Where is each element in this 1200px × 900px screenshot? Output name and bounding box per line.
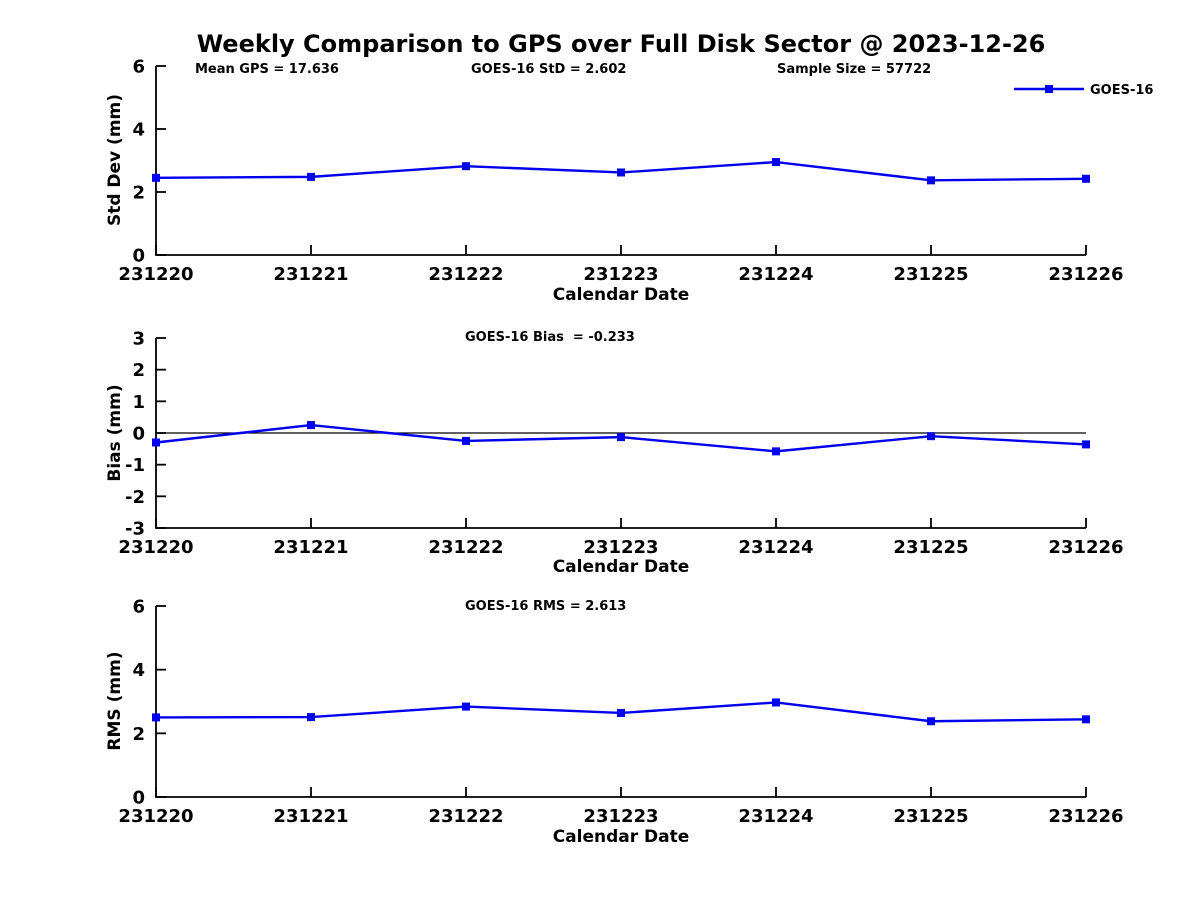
annotation-rms: GOES-16 RMS = 2.613: [465, 599, 627, 614]
x-tick-label: 231223: [583, 264, 658, 285]
x-tick-label: 231222: [428, 537, 503, 558]
x-tick-label: 231221: [273, 264, 348, 285]
series-marker: [927, 176, 935, 185]
legend-marker-sample: [1045, 85, 1053, 93]
series-marker: [772, 158, 780, 167]
x-tick-label: 231226: [1048, 537, 1123, 558]
x-tick-label: 231225: [893, 806, 968, 827]
x-tick-label: 231224: [738, 537, 813, 558]
series-marker: [307, 421, 315, 430]
series-marker: [617, 708, 625, 717]
y-tick-label: 1: [132, 392, 145, 413]
annotation-sample-size: Sample Size = 57722: [777, 62, 932, 77]
x-tick-label: 231220: [118, 806, 193, 827]
figure-title: Weekly Comparison to GPS over Full Disk …: [196, 30, 1046, 58]
x-axis-label-3: Calendar Date: [552, 827, 690, 847]
y-axis-label-bias: Bias (mm): [105, 384, 125, 482]
x-tick-label: 231221: [273, 537, 348, 558]
series-marker: [772, 698, 780, 707]
x-tick-label: 231226: [1048, 806, 1123, 827]
y-tick-label: -1: [125, 455, 145, 476]
series-marker: [927, 717, 935, 726]
x-tick-label: 231221: [273, 806, 348, 827]
series-marker: [462, 436, 470, 445]
y-tick-label: 6: [132, 57, 145, 78]
series-marker: [1082, 440, 1090, 449]
x-tick-label: 231222: [428, 264, 503, 285]
x-axis-label-2: Calendar Date: [552, 557, 690, 577]
axis-frame: [155, 66, 1086, 256]
annotation-std: GOES-16 StD = 2.602: [471, 62, 627, 77]
series-marker: [927, 432, 935, 441]
x-tick-label: 231223: [583, 537, 658, 558]
y-axis-label-rms: RMS (mm): [105, 651, 125, 751]
series-marker: [1082, 174, 1090, 183]
series-marker: [617, 433, 625, 442]
y-tick-label: -3: [125, 519, 145, 540]
y-axis-label-std-dev: Std Dev (mm): [105, 93, 125, 227]
x-tick-label: 231224: [738, 806, 813, 827]
y-tick-label: 0: [132, 246, 145, 267]
x-axis-label-1: Calendar Date: [552, 285, 690, 305]
series-marker: [152, 173, 160, 182]
axis-frame: [155, 606, 1086, 798]
series-marker: [462, 702, 470, 711]
x-tick-label: 231220: [118, 537, 193, 558]
x-tick-label: 231222: [428, 806, 503, 827]
series-marker: [1082, 715, 1090, 724]
series-marker: [772, 447, 780, 456]
x-tick-label: 231225: [893, 264, 968, 285]
annotation-bias: GOES-16 Bias = -0.233: [465, 330, 635, 345]
y-tick-label: 2: [132, 183, 145, 204]
x-tick-label: 231223: [583, 806, 658, 827]
annotation-mean-gps: Mean GPS = 17.636: [195, 62, 339, 77]
y-tick-label: 2: [132, 724, 145, 745]
y-tick-label: 6: [132, 597, 145, 618]
series-marker: [152, 713, 160, 722]
legend-label: GOES-16: [1090, 83, 1154, 98]
y-tick-label: 0: [132, 788, 145, 809]
x-tick-label: 231226: [1048, 264, 1123, 285]
y-tick-label: -2: [125, 487, 145, 508]
y-tick-label: 4: [132, 120, 145, 141]
y-tick-label: 3: [132, 329, 145, 350]
x-tick-label: 231225: [893, 537, 968, 558]
y-tick-label: 0: [132, 424, 145, 445]
y-tick-label: 2: [132, 360, 145, 381]
x-tick-label: 231220: [118, 264, 193, 285]
x-tick-label: 231224: [738, 264, 813, 285]
series-marker: [152, 438, 160, 447]
series-marker: [307, 713, 315, 722]
series-marker: [307, 172, 315, 181]
series-marker: [617, 168, 625, 177]
y-tick-label: 4: [132, 660, 145, 681]
series-marker: [462, 162, 470, 171]
